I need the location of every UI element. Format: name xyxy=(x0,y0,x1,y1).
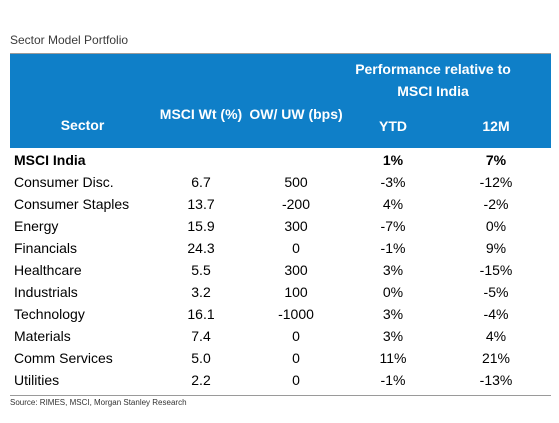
table-row: Comm Services 5.0 0 11% 21% xyxy=(10,347,551,369)
header-performance: Performance relative to MSCI India xyxy=(355,61,511,99)
cell-12m: -12% xyxy=(479,174,513,190)
cell-sector: Materials xyxy=(14,328,71,344)
cell-sector: Energy xyxy=(14,218,59,234)
top-divider xyxy=(10,53,551,54)
cell-ytd: -1% xyxy=(380,372,406,388)
cell-sector: Consumer Staples xyxy=(14,196,130,212)
cell-ytd: 3% xyxy=(382,306,404,322)
cell-wt: 5.0 xyxy=(191,350,211,366)
cell-12m: 4% xyxy=(485,328,507,344)
cell-ytd: 1% xyxy=(382,152,404,168)
cell-sector: Utilities xyxy=(14,372,60,388)
header-sector: Sector xyxy=(60,117,105,133)
cell-ow: 100 xyxy=(284,284,308,300)
cell-12m: -4% xyxy=(483,306,509,322)
table-row: Materials 7.4 0 3% 4% xyxy=(10,325,551,347)
table-row: Industrials 3.2 100 0% -5% xyxy=(10,281,551,303)
cell-ow: -1000 xyxy=(278,306,314,322)
cell-ow: -200 xyxy=(281,196,311,212)
table-row: Consumer Disc. 6.7 500 -3% -12% xyxy=(10,171,551,193)
cell-12m: -2% xyxy=(483,196,509,212)
cell-ow: 0 xyxy=(292,240,300,256)
cell-ytd: -3% xyxy=(380,174,406,190)
table-row: Energy 15.9 300 -7% 0% xyxy=(10,215,551,237)
cell-wt: 6.7 xyxy=(191,174,211,190)
table-row: Consumer Staples 13.7 -200 4% -2% xyxy=(10,193,551,215)
cell-sector: Comm Services xyxy=(14,350,113,366)
cell-12m: 0% xyxy=(485,218,507,234)
cell-12m: 21% xyxy=(481,350,511,366)
cell-12m: -13% xyxy=(479,372,513,388)
cell-12m: -5% xyxy=(483,284,509,300)
cell-wt: 15.9 xyxy=(187,218,215,234)
table-row: Technology 16.1 -1000 3% -4% xyxy=(10,303,551,325)
cell-ow: 0 xyxy=(292,372,300,388)
source-note: Source: RIMES, MSCI, Morgan Stanley Rese… xyxy=(10,398,187,407)
cell-sector: MSCI India xyxy=(14,152,86,168)
cell-ow: 300 xyxy=(284,218,308,234)
table-row: Utilities 2.2 0 -1% -13% xyxy=(10,369,551,391)
cell-ytd: 4% xyxy=(382,196,404,212)
table-row: MSCI India 1% 7% xyxy=(10,149,551,171)
cell-wt: 2.2 xyxy=(191,372,211,388)
cell-wt: 16.1 xyxy=(187,306,215,322)
cell-ow: 0 xyxy=(292,328,300,344)
cell-ow: 0 xyxy=(292,350,300,366)
cell-sector: Healthcare xyxy=(14,262,82,278)
cell-wt: 13.7 xyxy=(187,196,215,212)
header-ow-uw: OW/ UW (bps) xyxy=(249,106,343,122)
cell-ow: 300 xyxy=(284,262,308,278)
table-row: Healthcare 5.5 300 3% -15% xyxy=(10,259,551,281)
cell-ytd: 3% xyxy=(382,262,404,278)
header-12m: 12M xyxy=(482,118,510,134)
table-header: Performance relative to MSCI India Secto… xyxy=(10,54,551,148)
cell-ytd: 11% xyxy=(379,350,407,366)
bottom-divider xyxy=(10,395,551,396)
table-body: MSCI India 1% 7% Consumer Disc. 6.7 500 … xyxy=(10,149,551,391)
cell-wt: 7.4 xyxy=(191,328,211,344)
page-title: Sector Model Portfolio xyxy=(10,33,129,47)
cell-ytd: 3% xyxy=(382,328,404,344)
cell-ytd: -7% xyxy=(380,218,406,234)
cell-sector: Technology xyxy=(14,306,85,322)
header-ytd: YTD xyxy=(379,118,407,134)
header-msci-wt: MSCI Wt (%) xyxy=(159,106,243,122)
cell-ytd: -1% xyxy=(380,240,406,256)
cell-ytd: 0% xyxy=(382,284,404,300)
cell-sector: Industrials xyxy=(14,284,78,300)
cell-12m: 9% xyxy=(485,240,507,256)
cell-wt: 3.2 xyxy=(191,284,211,300)
table-row: Financials 24.3 0 -1% 9% xyxy=(10,237,551,259)
cell-wt: 24.3 xyxy=(187,240,215,256)
cell-12m: -15% xyxy=(479,262,513,278)
cell-sector: Financials xyxy=(14,240,78,256)
cell-12m: 7% xyxy=(485,152,507,168)
cell-wt: 5.5 xyxy=(191,262,211,278)
cell-sector: Consumer Disc. xyxy=(14,174,114,190)
cell-ow: 500 xyxy=(284,174,308,190)
